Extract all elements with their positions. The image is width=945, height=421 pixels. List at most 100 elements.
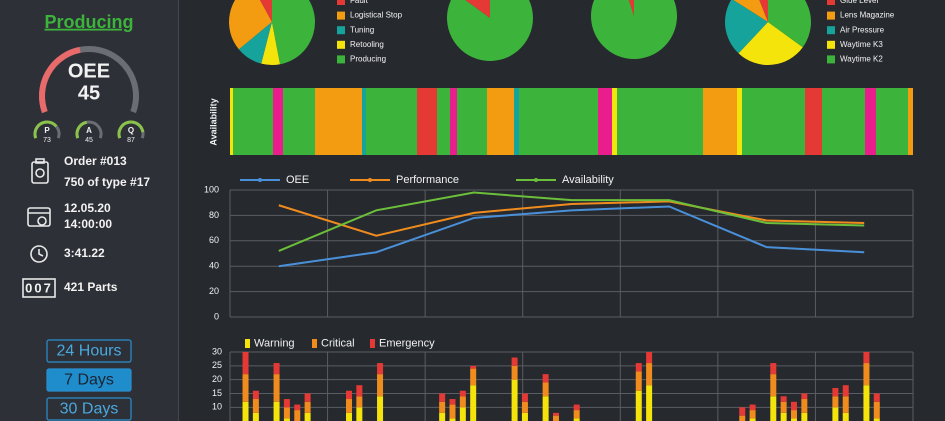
bar-segment [346, 412, 353, 421]
legend-swatch [827, 55, 835, 64]
pie-slice [261, 22, 281, 65]
y-tick-label: 10 [212, 402, 222, 412]
legend-swatch [337, 40, 345, 49]
series-line [278, 200, 865, 237]
availability-segment [417, 88, 437, 155]
bar-segment [242, 374, 249, 402]
pie-slice [768, 0, 811, 48]
bar-segment [832, 387, 839, 397]
legend-dot [258, 178, 262, 182]
bar-segment [377, 374, 384, 397]
oee-arc [39, 46, 81, 114]
legend-label: Glue Level [840, 0, 878, 5]
bar-segment [470, 385, 477, 421]
availability-segment [230, 88, 233, 155]
legend-label: Fault [350, 0, 369, 5]
pie-slice [465, 0, 490, 18]
availability-segment [703, 88, 737, 155]
bar-segment [770, 374, 777, 397]
strip-label: Availability [208, 98, 218, 145]
bar-segment [273, 401, 280, 421]
y-tick-label: 40 [209, 261, 219, 271]
oee-value: 45 [78, 82, 100, 104]
legend-label: Producing [350, 55, 386, 64]
bar-segment [780, 412, 787, 421]
pie-slice [238, 22, 272, 64]
range-box [46, 339, 132, 363]
legend-label: Retooling [350, 40, 384, 49]
date: 12.05.20 [64, 201, 111, 215]
bar-segment [252, 390, 259, 400]
bar-segment [356, 385, 363, 397]
pie-slice [229, 0, 272, 50]
bar-segment [346, 399, 353, 413]
availability-segment [283, 88, 315, 155]
order-icon [31, 158, 49, 184]
legend-swatch [827, 11, 835, 20]
bar-segment [552, 415, 559, 421]
range-button[interactable]: 30 Days [46, 397, 132, 421]
bar-segment [873, 418, 880, 421]
bar-segment [573, 410, 580, 419]
y-tick-label: 60 [209, 235, 219, 245]
bar-segment [439, 412, 446, 421]
bar-segment [790, 401, 797, 411]
range-button[interactable]: 7 Days [46, 368, 132, 392]
availability-segment [450, 88, 457, 155]
bar-segment [521, 393, 528, 402]
bar-segment [635, 363, 642, 372]
bar-segment [790, 418, 797, 421]
legend-dot [368, 178, 372, 182]
legend-swatch [827, 26, 835, 35]
sidebar [0, 0, 178, 421]
bar-segment [832, 407, 839, 421]
gauge-arc [75, 120, 88, 139]
bar-segment [780, 401, 787, 413]
bar-segment [863, 385, 870, 421]
legend-label: Tuning [350, 25, 374, 34]
legend-label: Waytime K2 [840, 55, 883, 64]
counter-box [22, 278, 56, 298]
bar-segment [873, 393, 880, 402]
availability-segment [737, 88, 742, 155]
clock-icon [30, 245, 48, 263]
bar-segment [377, 363, 384, 375]
availability-segment [514, 88, 519, 155]
legend-label: Logistical Stop [350, 11, 403, 20]
bar-segment [842, 412, 849, 421]
bar-segment [470, 368, 477, 386]
bar-segment [511, 357, 518, 366]
availability-segment [487, 88, 514, 155]
bar-segment [346, 390, 353, 400]
series-line [278, 191, 865, 252]
legend-label: Critical [321, 337, 355, 349]
range-label: 7 Days [64, 372, 114, 389]
gauge-value: 87 [127, 137, 135, 144]
bar-segment [573, 404, 580, 411]
legend-dot [534, 178, 538, 182]
availability-segment [519, 88, 598, 155]
order: Order #013 [64, 154, 127, 168]
bar-segment [449, 418, 456, 421]
bar-segment [842, 396, 849, 413]
legend-label: Lens Magazine [840, 11, 895, 20]
availability-segment [315, 88, 362, 155]
availability-segment [865, 88, 876, 155]
bar-segment [294, 404, 301, 411]
status: Producing [45, 12, 134, 32]
availability-segment [273, 88, 283, 155]
y-tick-label: 0 [214, 311, 219, 321]
pie-slice [725, 0, 768, 54]
legend-swatch [337, 55, 345, 64]
bar-segment [646, 363, 653, 386]
bar-segment [356, 407, 363, 421]
legend-swatch [337, 11, 345, 20]
legend-swatch [337, 0, 345, 5]
pie-slice [738, 22, 803, 66]
range-button[interactable]: 24 Hours [46, 339, 132, 363]
availability-segment [457, 88, 487, 155]
bar-segment [283, 399, 290, 408]
availability-segment [366, 88, 417, 155]
